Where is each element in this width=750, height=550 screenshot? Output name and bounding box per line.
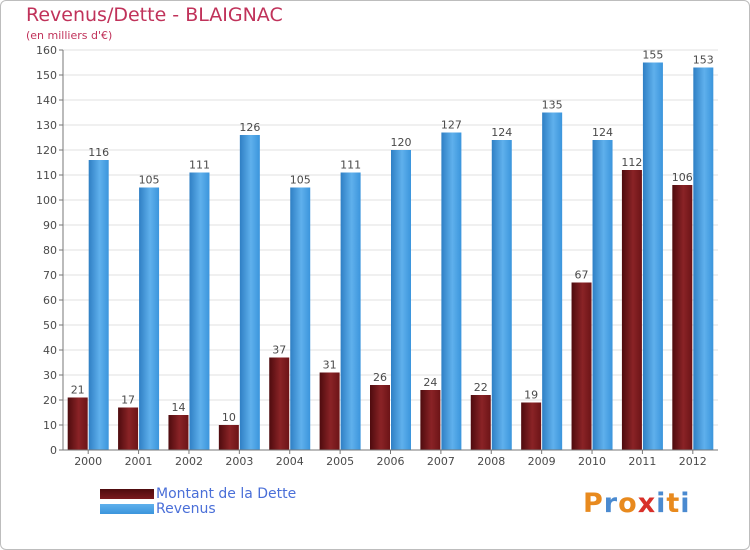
x-tick-label: 2006	[377, 455, 405, 468]
data-label-dette: 17	[121, 394, 135, 407]
x-tick-label: 2008	[477, 455, 505, 468]
chart-title: Revenus/Dette - BLAIGNAC	[26, 4, 283, 26]
y-tick-label: 30	[43, 369, 57, 382]
data-label-dette: 67	[575, 269, 589, 282]
y-tick-label: 60	[43, 294, 57, 307]
x-tick-label: 2002	[175, 455, 203, 468]
legend-swatch-dette	[100, 489, 154, 499]
x-tick-label: 2009	[528, 455, 556, 468]
x-tick-label: 2007	[427, 455, 455, 468]
legend-swatch-revenus	[100, 504, 154, 514]
x-tick-label: 2003	[225, 455, 253, 468]
y-tick-label: 90	[43, 219, 57, 232]
x-tick-label: 2005	[326, 455, 354, 468]
data-label-dette: 14	[171, 401, 185, 414]
logo-letter: P	[583, 488, 604, 519]
bar-revenus	[693, 67, 714, 450]
bar-revenus	[340, 172, 361, 450]
x-tick-label: 2001	[125, 455, 153, 468]
bar-dette	[470, 395, 491, 450]
logo-letter: t	[666, 488, 681, 519]
bar-revenus	[290, 187, 311, 450]
data-label-revenus: 120	[391, 136, 412, 149]
bar-dette	[218, 425, 239, 450]
bar-dette	[118, 407, 139, 450]
bar-dette	[319, 372, 340, 450]
bar-revenus	[189, 172, 210, 450]
y-tick-label: 80	[43, 244, 57, 257]
y-tick-label: 150	[36, 69, 57, 82]
data-label-revenus: 124	[592, 126, 613, 139]
y-tick-label: 10	[43, 419, 57, 432]
bar-dette	[370, 385, 390, 450]
chart-subtitle: (en milliers d'€)	[26, 29, 113, 42]
bar-dette	[521, 402, 542, 450]
y-tick-label: 40	[43, 344, 57, 357]
y-tick-label: 120	[36, 144, 57, 157]
data-label-dette: 21	[71, 384, 85, 397]
bar-dette	[168, 415, 189, 450]
data-label-dette: 22	[474, 381, 488, 394]
x-tick-label: 2011	[628, 455, 656, 468]
logo-letter: i	[656, 488, 667, 519]
bar-dette	[67, 397, 88, 450]
y-tick-label: 130	[36, 119, 57, 132]
logo-letter: i	[680, 488, 691, 519]
y-tick-label: 140	[36, 94, 57, 107]
data-label-dette: 26	[373, 371, 387, 384]
x-tick-label: 2000	[74, 455, 102, 468]
bar-revenus	[391, 150, 411, 450]
bar-revenus	[239, 135, 260, 450]
y-tick-label: 20	[43, 394, 57, 407]
data-label-dette: 19	[524, 389, 538, 402]
data-label-dette: 106	[672, 171, 693, 184]
data-label-dette: 112	[621, 156, 642, 169]
data-label-revenus: 126	[239, 121, 260, 134]
x-tick-label: 2012	[679, 455, 707, 468]
bar-dette	[420, 390, 441, 450]
data-label-revenus: 155	[642, 49, 663, 62]
data-label-revenus: 105	[139, 174, 160, 187]
data-label-revenus: 127	[441, 119, 462, 132]
bar-revenus	[88, 160, 109, 450]
y-tick-label: 110	[36, 169, 57, 182]
x-tick-label: 2004	[276, 455, 304, 468]
y-tick-label: 0	[50, 444, 57, 457]
data-label-revenus: 105	[290, 174, 311, 187]
bar-revenus	[491, 140, 512, 450]
y-tick-label: 50	[43, 319, 57, 332]
bar-revenus	[542, 112, 563, 450]
data-label-dette: 10	[222, 411, 236, 424]
data-label-dette: 24	[423, 376, 437, 389]
data-label-dette: 31	[323, 359, 337, 372]
bar-revenus	[642, 62, 663, 450]
data-label-revenus: 111	[340, 159, 361, 172]
bar-dette	[571, 282, 592, 450]
proxiti-logo: Proxiti	[583, 488, 691, 519]
y-tick-label: 70	[43, 269, 57, 282]
data-label-dette: 37	[272, 344, 286, 357]
data-label-revenus: 116	[88, 146, 109, 159]
data-label-revenus: 153	[693, 54, 714, 67]
bar-dette	[621, 170, 642, 450]
logo-letter: r	[603, 488, 619, 519]
bar-revenus	[592, 140, 613, 450]
legend-label-revenus: Revenus	[156, 501, 216, 517]
data-label-revenus: 124	[491, 126, 512, 139]
y-tick-label: 100	[36, 194, 57, 207]
logo-letter: o	[618, 488, 638, 519]
bar-dette	[269, 357, 290, 450]
data-label-revenus: 111	[189, 159, 210, 172]
bar-revenus	[441, 132, 462, 450]
bar-revenus	[139, 187, 160, 450]
x-tick-label: 2010	[578, 455, 606, 468]
legend-label-dette: Montant de la Dette	[156, 486, 297, 502]
bar-dette	[672, 185, 693, 450]
data-label-revenus: 135	[542, 99, 563, 112]
logo-letter: x	[637, 488, 657, 519]
y-tick-label: 160	[36, 44, 57, 57]
